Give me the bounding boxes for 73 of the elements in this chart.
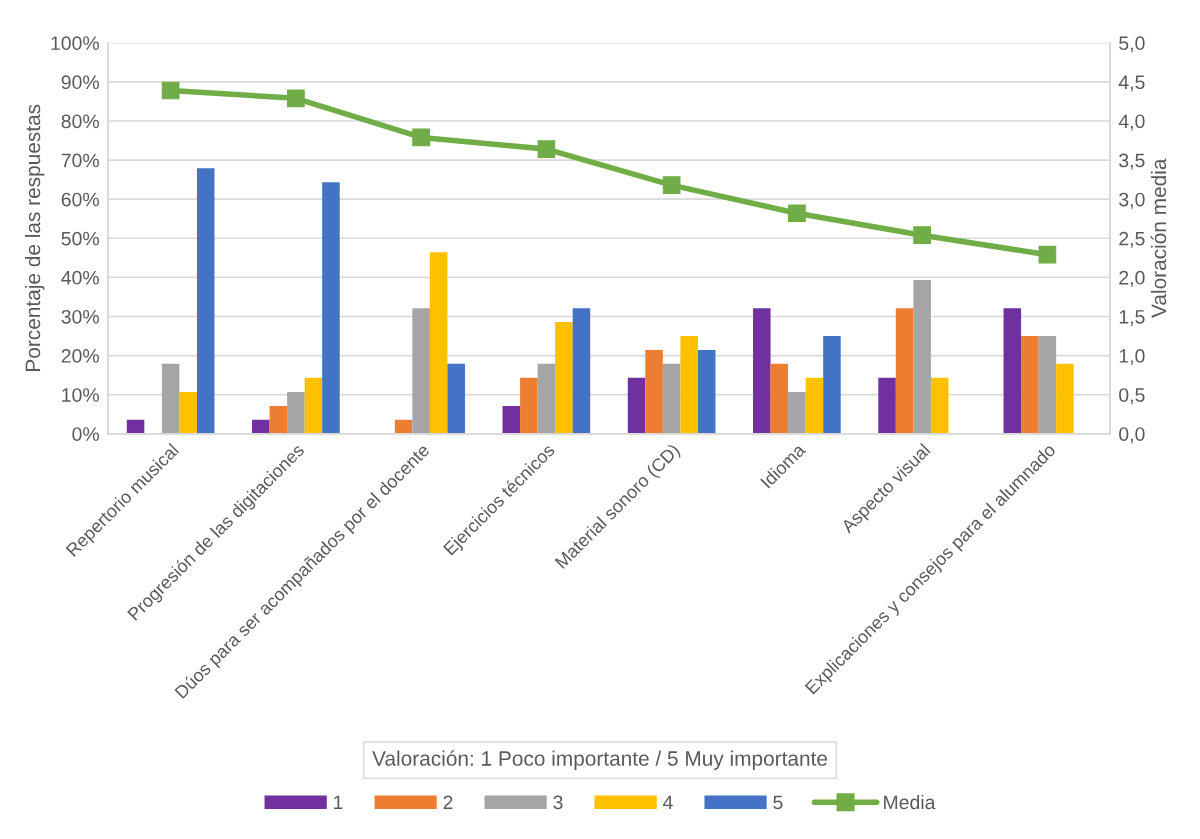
bar — [645, 350, 663, 434]
y-tick-label: 0% — [72, 427, 99, 441]
bar — [429, 252, 448, 434]
legend-label: 3 — [553, 795, 563, 810]
bar — [680, 336, 698, 434]
bar — [412, 308, 430, 434]
bar — [895, 308, 914, 434]
bar — [753, 308, 771, 434]
legend-label: Media — [884, 794, 936, 810]
point — [788, 204, 806, 223]
bar — [322, 182, 340, 434]
y2-tick-label: 3,0 — [1119, 192, 1145, 209]
y2-tick-label: 4,5 — [1118, 75, 1145, 92]
y2-tick-label: 5,0 — [1119, 36, 1145, 53]
bar — [161, 363, 180, 434]
point — [537, 140, 556, 158]
y2-tick-label: 0,0 — [1119, 427, 1145, 444]
bar — [930, 377, 949, 434]
bar — [179, 391, 197, 434]
point — [662, 176, 681, 194]
point — [412, 128, 430, 147]
bar — [662, 363, 681, 434]
y-tick-label: 80% — [61, 114, 99, 129]
bar — [304, 377, 323, 434]
bar — [502, 406, 521, 434]
bar — [627, 377, 646, 434]
bar — [287, 391, 305, 434]
y-tick-label: 10% — [62, 388, 99, 402]
bar — [805, 377, 824, 434]
y-tick-label: 40% — [61, 270, 99, 285]
bar — [572, 308, 591, 434]
bar — [447, 363, 465, 434]
y-tick-label: 70% — [61, 153, 99, 168]
bar — [788, 391, 806, 434]
point — [913, 226, 931, 244]
legend-title: Valoración: 1 Poco importante / 5 Muy importante — [372, 750, 828, 770]
bar — [878, 377, 896, 434]
y-axis-title: Porcentaje de las respuestas — [24, 104, 45, 371]
bar — [823, 336, 841, 434]
bar — [1021, 336, 1039, 434]
y-tick-label: 60% — [61, 192, 99, 207]
legend-label: 2 — [443, 795, 453, 810]
point — [1038, 245, 1057, 264]
y-tick-label: 30% — [61, 309, 99, 324]
point — [161, 81, 180, 100]
bar — [697, 350, 716, 434]
y2-tick-label: 4,0 — [1118, 114, 1145, 131]
y2-tick-label: 3,5 — [1119, 153, 1145, 170]
bar — [1038, 336, 1057, 434]
y-tick-label: 50% — [61, 231, 99, 246]
legend-label: 4 — [662, 795, 673, 810]
y-tick-label: 90% — [61, 75, 99, 90]
y2-tick-label: 1,5 — [1119, 310, 1145, 326]
bar — [555, 321, 573, 434]
bar — [1003, 308, 1022, 434]
bar — [770, 363, 789, 434]
legend-label: 1 — [334, 795, 343, 810]
y2-tick-label: 1,0 — [1119, 349, 1145, 366]
bar — [1056, 363, 1074, 434]
y-tick-label: 20% — [61, 349, 99, 363]
y2-tick-label: 2,0 — [1119, 270, 1145, 287]
y2-tick-label: 0,5 — [1119, 388, 1145, 405]
point — [287, 89, 305, 108]
bar — [913, 280, 931, 434]
y2-axis-title: Valoración media — [1150, 158, 1167, 318]
bar — [537, 363, 556, 434]
y2-tick-label: 2,5 — [1119, 231, 1145, 248]
bar — [269, 406, 288, 434]
bar — [196, 168, 215, 434]
bar — [520, 377, 538, 434]
y-tick-label: 100% — [51, 36, 99, 51]
legend-label: 5 — [773, 795, 783, 810]
bar — [252, 419, 270, 434]
